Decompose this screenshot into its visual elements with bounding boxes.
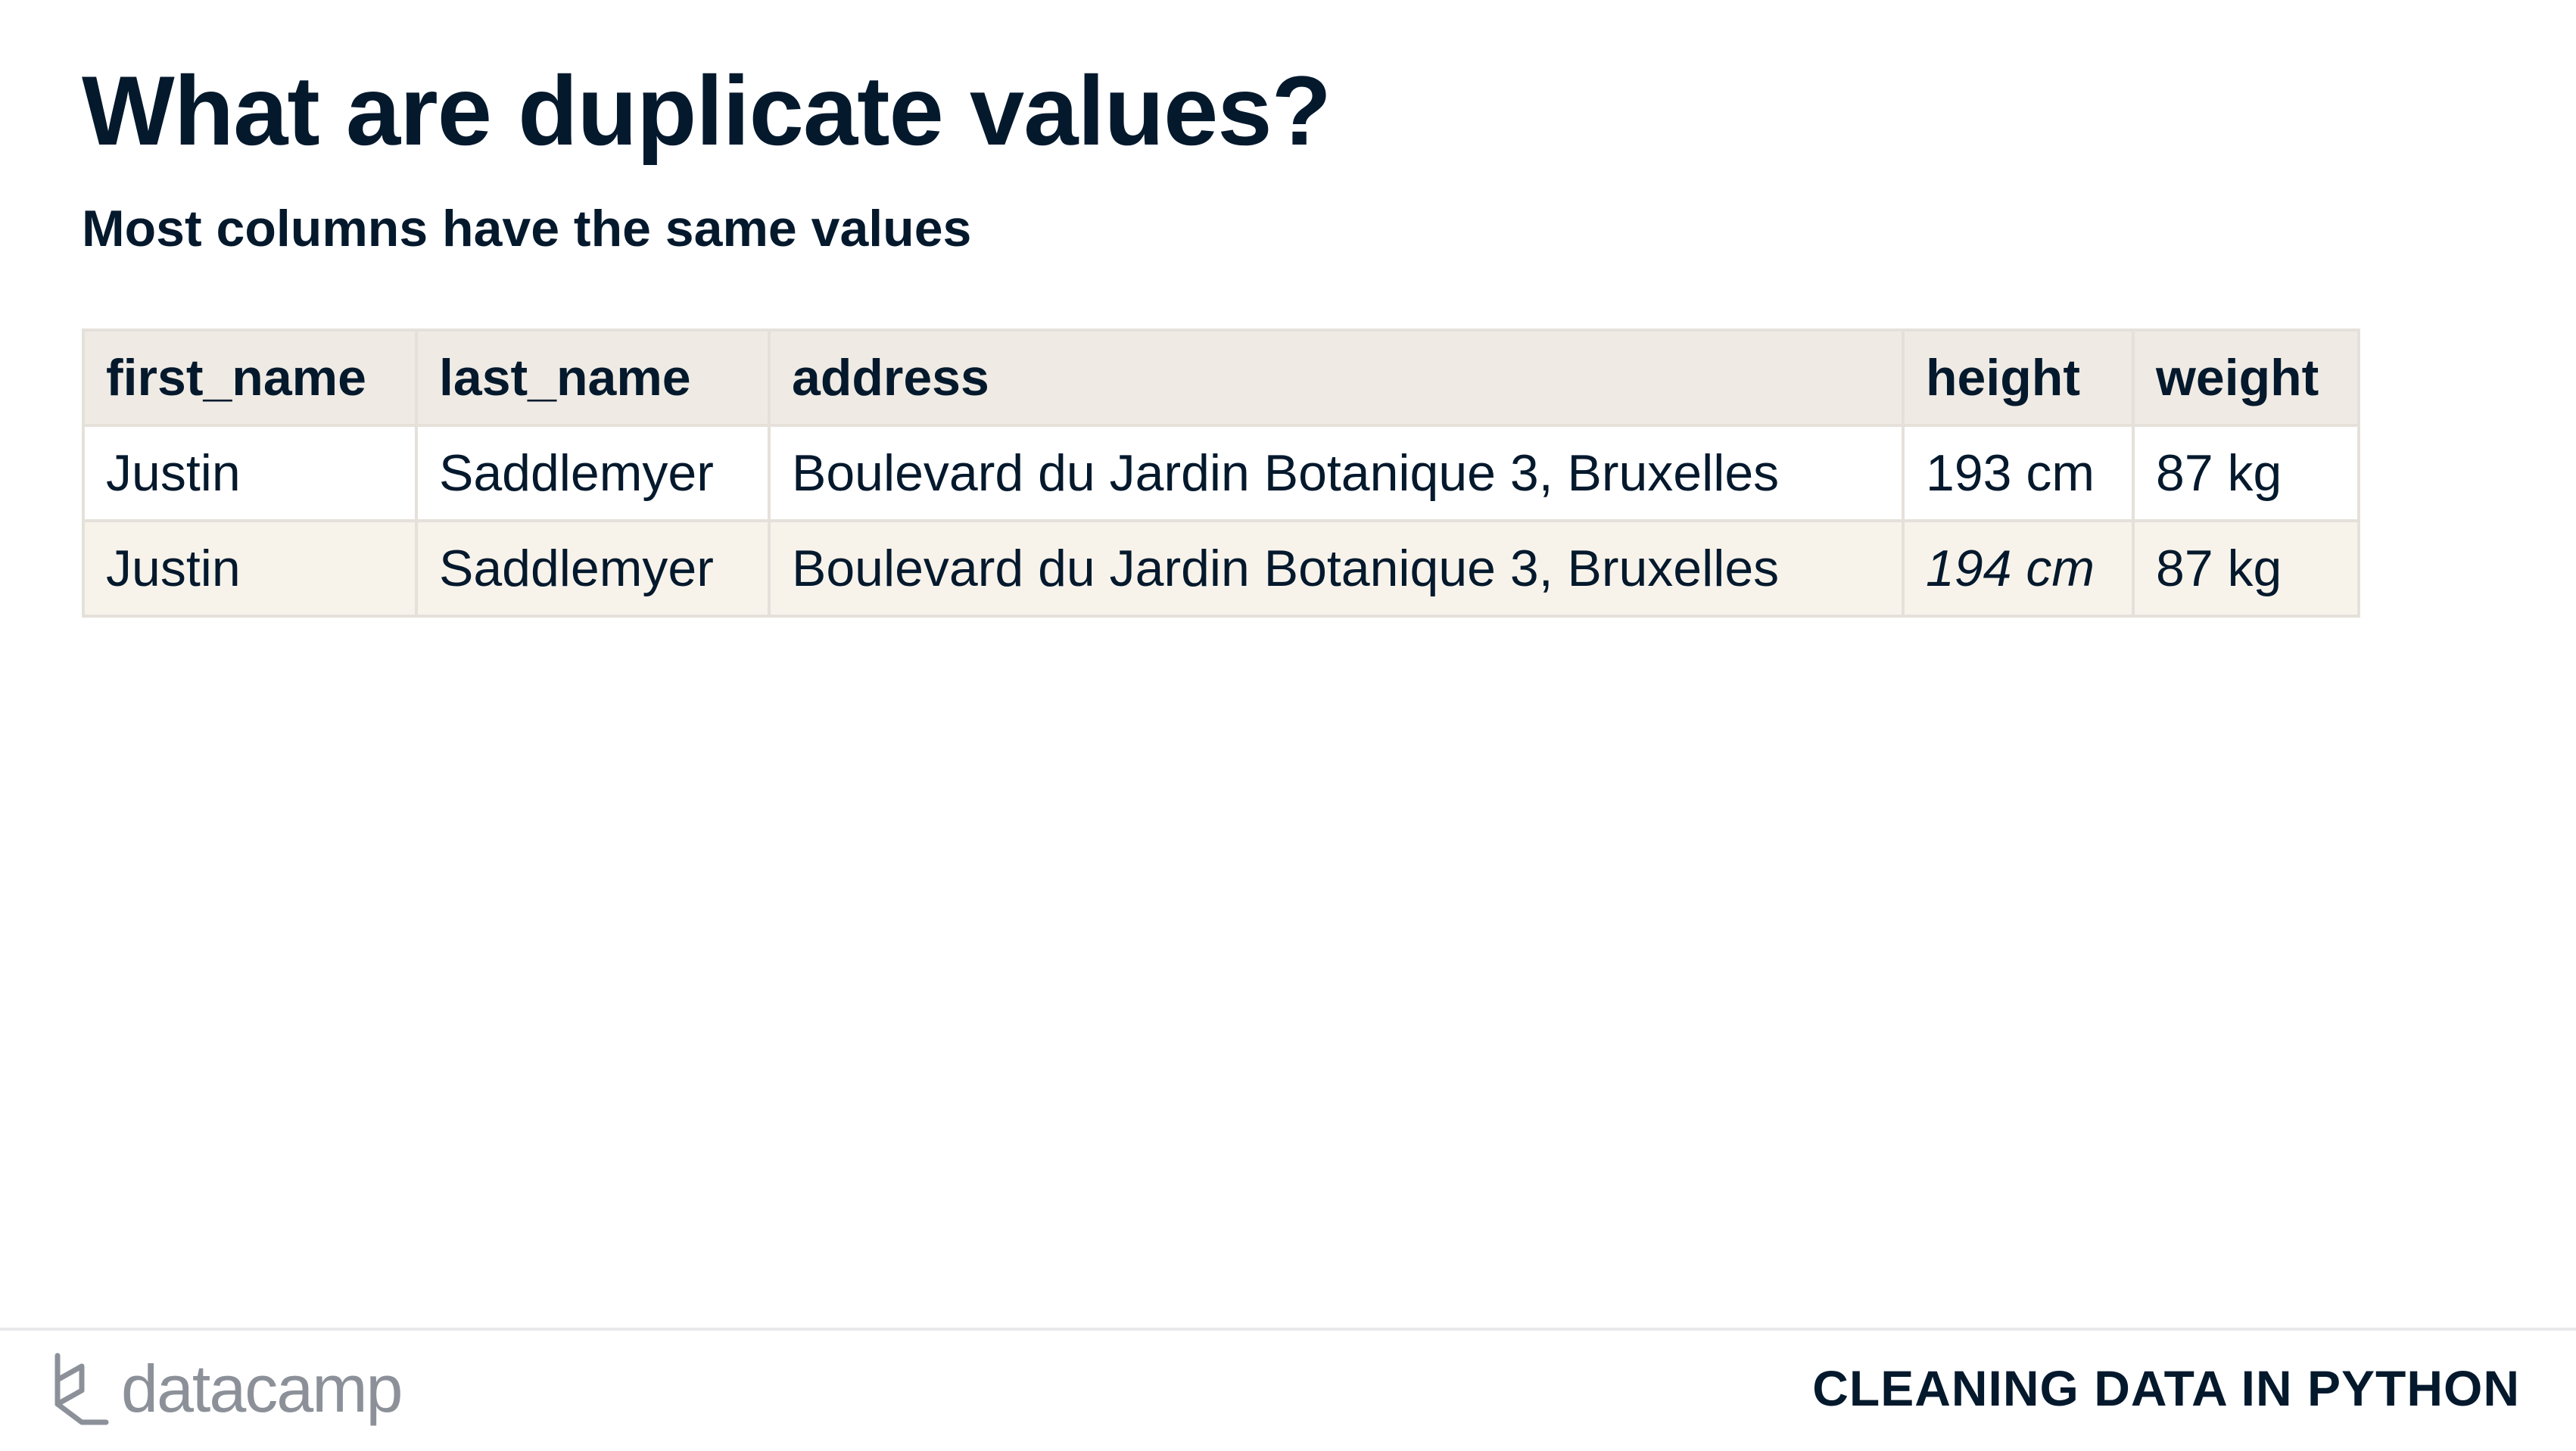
duplicates-table: first_name last_name address height weig… — [82, 328, 2360, 618]
header-height: height — [1902, 328, 2135, 427]
table-header-row: first_name last_name address height weig… — [82, 328, 2360, 427]
cell-weight: 87 kg — [2132, 424, 2360, 522]
cell-height: 193 cm — [1902, 424, 2135, 522]
brand-logo: datacamp — [51, 1347, 403, 1431]
header-last-name: last_name — [415, 328, 771, 427]
cell-weight: 87 kg — [2132, 519, 2360, 618]
slide-subtitle: Most columns have the same values — [82, 200, 972, 257]
header-first-name: first_name — [82, 328, 418, 427]
cell-address: Boulevard du Jardin Botanique 3, Bruxell… — [768, 519, 1905, 618]
cell-first-name: Justin — [82, 519, 418, 618]
course-name: CLEANING DATA IN PYTHON — [1812, 1360, 2520, 1416]
cell-last-name: Saddlemyer — [415, 519, 771, 618]
cell-last-name: Saddlemyer — [415, 424, 771, 522]
footer-divider — [0, 1328, 2576, 1331]
cell-first-name: Justin — [82, 424, 418, 522]
slide-title: What are duplicate values? — [82, 55, 1332, 166]
header-weight: weight — [2132, 328, 2360, 427]
table-row: Justin Saddlemyer Boulevard du Jardin Bo… — [82, 424, 2360, 522]
cell-address: Boulevard du Jardin Botanique 3, Bruxell… — [768, 424, 1905, 522]
datacamp-logo-icon — [55, 1353, 109, 1425]
cell-height-highlighted: 194 cm — [1902, 519, 2135, 618]
header-address: address — [768, 328, 1905, 427]
brand-name: datacamp — [121, 1351, 403, 1426]
table-row: Justin Saddlemyer Boulevard du Jardin Bo… — [82, 519, 2360, 618]
